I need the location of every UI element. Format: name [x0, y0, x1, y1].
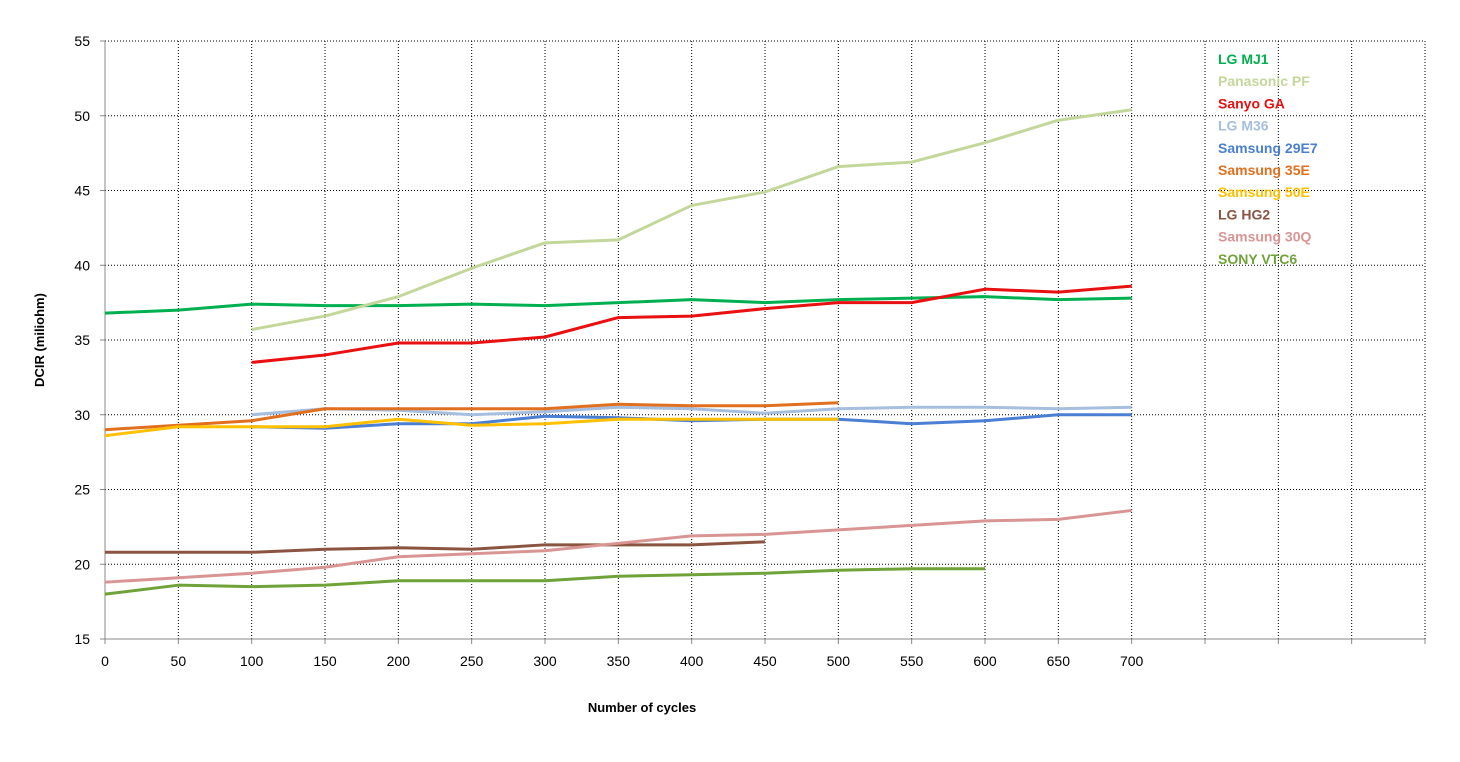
- series-line-samsung-50e: [104, 417, 839, 438]
- y-tick-label: 30: [74, 407, 90, 423]
- y-tick-label: 45: [74, 183, 90, 199]
- series-lines: [104, 108, 1132, 596]
- legend-entry: Sanyo GA: [1218, 95, 1285, 111]
- x-tick-label: 600: [973, 653, 997, 669]
- x-tick-label: 450: [753, 653, 777, 669]
- legend: LG MJ1 Panasonic PF Sanyo GA LG M36 Samsung …: [1218, 51, 1318, 267]
- x-tick-label: 700: [1120, 653, 1144, 669]
- series-line-lg-mj1: [104, 295, 1132, 315]
- x-tick-label: 100: [240, 653, 264, 669]
- y-tick-label: 35: [74, 332, 90, 348]
- y-tick-label: 55: [74, 33, 90, 49]
- x-axis-label: Number of cycles: [588, 700, 696, 715]
- y-tick-label: 50: [74, 108, 90, 124]
- legend-entry: Samsung 30Q: [1218, 229, 1311, 245]
- legend-entry: LG HG2: [1218, 206, 1270, 222]
- y-axis-label: DCIR (miliohm): [32, 293, 47, 387]
- legend-entry: Panasonic PF: [1218, 73, 1310, 89]
- legend-entry: LG M36: [1218, 118, 1269, 134]
- y-tick-label: 25: [74, 482, 90, 498]
- series-line-sony-vtc6: [104, 567, 985, 596]
- legend-entry: Samsung 29E7: [1218, 140, 1318, 156]
- x-tick-label: 400: [680, 653, 704, 669]
- y-tick-label: 20: [74, 556, 90, 572]
- y-tick-label: 15: [74, 631, 90, 647]
- x-tick-label: 500: [827, 653, 851, 669]
- legend-entry: SONY VTC6: [1218, 251, 1297, 267]
- series-line-sanyo-ga: [251, 284, 1132, 364]
- x-tick-label: 200: [387, 653, 411, 669]
- x-tick-label: 0: [101, 653, 109, 669]
- series-line-samsung-30q: [104, 508, 1132, 584]
- x-tick-label: 50: [171, 653, 187, 669]
- x-tick-label: 300: [533, 653, 557, 669]
- x-tick-label: 650: [1047, 653, 1071, 669]
- y-tick-label: 40: [74, 257, 90, 273]
- series-line-lg-hg2: [105, 540, 766, 554]
- x-tick-label: 550: [900, 653, 924, 669]
- legend-entry: Samsung 50E: [1218, 184, 1310, 200]
- legend-entry: Samsung 35E: [1218, 162, 1310, 178]
- x-tick-label: 350: [607, 653, 631, 669]
- series-line-panasonic-pf: [251, 108, 1132, 332]
- x-tick-label: 150: [313, 653, 337, 669]
- series-line-samsung-35e: [104, 401, 839, 432]
- x-tick-label: 250: [460, 653, 484, 669]
- legend-entry: LG MJ1: [1218, 51, 1269, 67]
